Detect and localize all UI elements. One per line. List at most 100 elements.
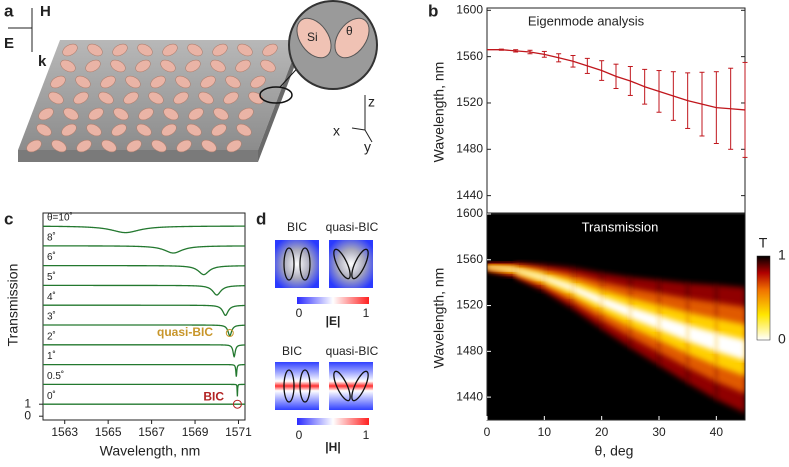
field-map [329,362,373,410]
nanodisk [101,139,117,153]
x-tick-label: 10 [538,425,552,439]
disk-outline [283,247,295,281]
error-bar [498,48,504,51]
colorbar-tick: 0 [778,331,786,347]
nanodisk [200,75,216,89]
nanodisk [185,59,201,73]
disk-outline [351,248,369,280]
nanodisk [38,107,54,121]
disk-outline [333,370,351,402]
spectrum [43,363,245,377]
nanodisk [36,123,52,137]
nanodisk [87,43,103,57]
axis-arrow [364,129,373,143]
series-label: 0˚ [47,390,56,402]
nanodisk [223,91,239,105]
error-bar [556,53,562,63]
nanodisk [126,139,142,153]
nanodisk [236,123,252,137]
colorbar-tick: 1 [363,306,370,320]
spectrum [43,324,246,337]
nanodisk [176,139,192,153]
error-bar [541,50,547,58]
nanodisk [226,139,242,153]
slab-front [18,150,258,162]
nanodisk [175,75,191,89]
series-label: 0.5˚ [47,370,64,382]
nanodisk [86,123,102,137]
panel-label: d [256,209,266,228]
error-bar [728,67,734,150]
nanodisk [296,17,332,59]
error-bar [513,49,519,53]
y-axis-label: Transmission [5,264,21,347]
chart-title: Eigenmode analysis [528,13,645,28]
y-tick-label: 1520 [456,95,483,109]
highlight [259,86,293,104]
y-tick-label: 1560 [456,252,483,266]
colorbar [297,418,369,425]
nanodisk [225,75,241,89]
nanodisk [235,59,251,73]
error-bar [685,72,691,129]
panel-label: c [4,209,13,228]
nanodisk [213,107,229,121]
y-tick-label: 1440 [456,389,483,403]
field-map [329,240,373,288]
x-tick-label: 1563 [51,425,78,439]
plot-frame [486,7,746,214]
x-tick-label: 1565 [95,425,122,439]
spectrum [43,383,245,397]
colorbar-tick: 0 [296,306,303,320]
nanodisk [262,43,278,57]
field-map [275,240,319,288]
colorbar [756,255,771,341]
nanodisk [112,43,128,57]
annotation-marker [232,399,242,409]
nanodisk [138,107,154,121]
nanodisk [51,139,67,153]
axis-arrow [351,127,366,131]
x-tick-label: 30 [652,425,666,439]
y-tick-label: 1600 [456,2,483,16]
nanodisk [210,59,226,73]
spectrum [43,225,245,234]
disk-outline [299,369,311,403]
series-label: 4˚ [47,291,56,303]
plot-frame [42,212,246,421]
series-label: 6˚ [47,251,56,263]
nanodisk [100,75,116,89]
nanodisk [135,59,151,73]
nanodisk [162,43,178,57]
y-tick-label: 1440 [456,188,483,202]
nanodisk [250,75,266,89]
disk-outline [351,370,369,402]
y-axis-label: Wavelength, nm [431,268,447,369]
nanodisk [136,123,152,137]
colorbar [297,297,369,304]
nanodisk [50,75,66,89]
spectrum [43,284,246,296]
panel-label: b [428,1,438,20]
error-bar [713,71,719,145]
series-label: 2˚ [47,330,56,342]
nanodisk [238,107,254,121]
nanodisk [211,123,227,137]
colorbar-tick: 0 [296,428,303,442]
colorbar-tick: 1 [363,428,370,442]
annotation-marker [225,329,234,337]
heatmap [487,262,745,413]
map-title: quasi-BIC [326,220,379,234]
y-axis-label: Wavelength, nm [431,62,447,163]
colorbar-tick: 1 [778,247,786,263]
inset-label: θ [346,24,353,38]
nanodisk [163,107,179,121]
spectrum [43,304,246,317]
nanodisk [76,139,92,153]
nanodisk [237,43,253,57]
error-bar [699,71,705,137]
nanodisk [150,75,166,89]
disk-outline [333,248,351,280]
annotation: quasi-BIC [157,325,213,339]
nanodisk [125,75,141,89]
